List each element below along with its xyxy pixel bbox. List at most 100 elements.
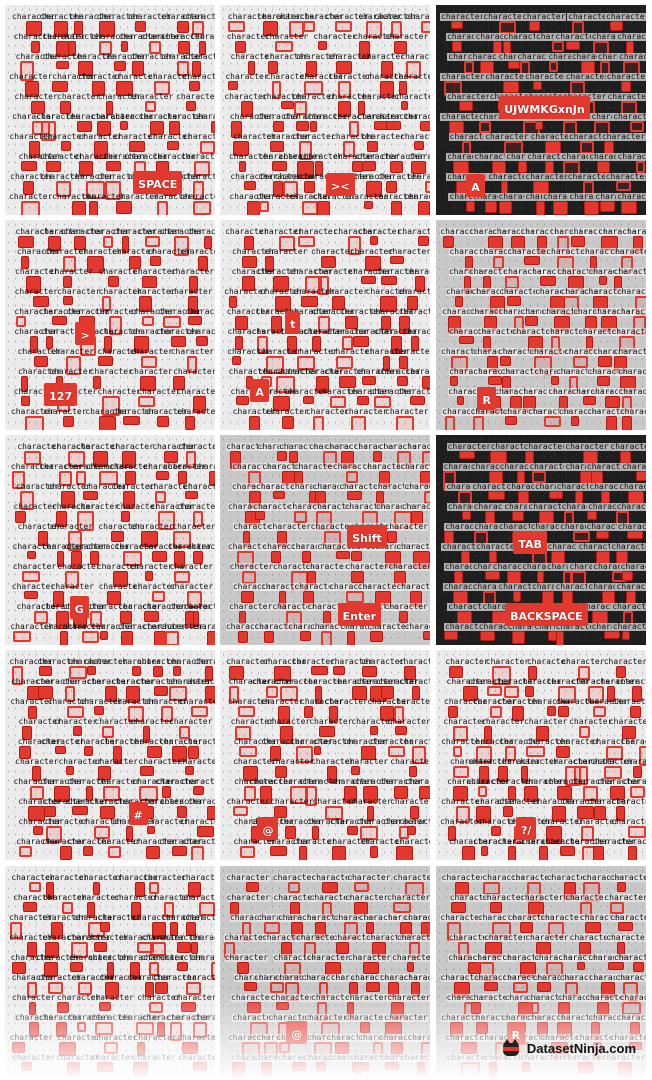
annotation-label: character: [311, 307, 355, 316]
annotation-label: character: [270, 757, 315, 766]
annotation-label: character: [270, 797, 314, 806]
annotation-label: character: [98, 327, 143, 336]
character-box: [238, 746, 257, 758]
character-box: [320, 256, 337, 268]
annotation-label: character: [350, 172, 394, 181]
character-box: [566, 41, 580, 50]
character-box: [423, 491, 430, 504]
character-box: [148, 962, 160, 976]
annotation-label: character: [443, 622, 490, 631]
annotation-label: character: [471, 287, 515, 296]
annotation-label: character: [375, 502, 420, 511]
annotation-label: character: [449, 367, 493, 376]
character-box: [83, 846, 93, 856]
annotation-label: character: [118, 933, 162, 942]
character-box: [448, 666, 464, 679]
character-box: [629, 121, 644, 132]
character-box: [299, 141, 312, 160]
annotation-label: character: [224, 92, 268, 101]
character-box: [145, 101, 156, 113]
character-box: [546, 826, 562, 844]
annotation-label: character: [156, 327, 200, 336]
annotation-label: character: [10, 172, 54, 181]
character-box: [452, 746, 463, 758]
character-box: [347, 631, 356, 645]
character-box: [354, 882, 369, 893]
character-box: [598, 276, 608, 285]
annotation-label: character: [484, 933, 528, 942]
annotation-label: character: [296, 52, 340, 61]
character-box: [238, 161, 247, 173]
keycap-annotation: TAB: [513, 530, 547, 554]
annotation-label: character: [148, 132, 192, 141]
character-box: [237, 631, 249, 643]
character-box: [47, 236, 61, 252]
character-box: [120, 121, 128, 131]
annotation-label: character: [362, 462, 406, 471]
character-box: [199, 141, 215, 154]
annotation-label: character: [11, 1053, 56, 1062]
annotation-label: character: [559, 973, 603, 982]
annotation-label: character: [18, 152, 62, 161]
character-box: [310, 121, 318, 133]
annotation-label: character: [232, 462, 276, 471]
character-box: [54, 21, 69, 38]
character-box: [478, 766, 490, 784]
character-box: [172, 666, 182, 676]
annotation-label: character: [74, 152, 119, 161]
annotation-label: character: [580, 602, 626, 611]
annotation-label: character: [85, 933, 129, 942]
annotation-label: character: [489, 442, 535, 451]
annotation-label: character: [313, 32, 357, 41]
annotation-label: character: [264, 52, 309, 61]
annotation-label: character: [78, 72, 122, 81]
annotation-label: character: [98, 522, 142, 531]
annotation-label: character: [404, 483, 430, 491]
character-box: [411, 746, 427, 765]
character-box: [636, 471, 646, 482]
character-box: [394, 706, 404, 724]
character-box: [472, 416, 485, 430]
character-box: [205, 686, 215, 703]
keycap-text: t: [290, 317, 296, 331]
character-box: [206, 806, 215, 821]
character-box: [105, 101, 113, 116]
annotation-label: character: [13, 387, 58, 396]
character-box: [316, 1062, 327, 1072]
annotation-label: character: [332, 112, 376, 121]
character-box: [189, 81, 200, 92]
annotation-label: character: [110, 442, 154, 451]
character-box: [362, 161, 377, 172]
annotation-label: character: [176, 387, 215, 396]
character-box: [404, 666, 417, 680]
character-box: [192, 786, 204, 795]
annotation-label: character: [90, 32, 135, 41]
character-box: [22, 181, 34, 196]
annotation-label: character: [173, 367, 215, 376]
character-box: [240, 101, 253, 117]
annotation-label: character: [440, 12, 486, 21]
character-box: [484, 982, 499, 991]
annotation-label: character: [399, 1054, 430, 1062]
annotation-label: character: [565, 893, 609, 902]
character-box: [605, 396, 620, 409]
annotation-label: character: [16, 837, 60, 846]
character-box: [421, 376, 430, 389]
character-box: [131, 61, 145, 76]
character-box: [177, 21, 189, 34]
annotation-label: character: [590, 387, 634, 396]
character-box: [134, 336, 150, 354]
character-box: [70, 962, 83, 972]
annotation-label: character: [111, 677, 155, 686]
character-box: [187, 882, 202, 897]
character-box: [616, 882, 626, 893]
annotation-label: character: [39, 152, 84, 161]
annotation-label: character: [447, 777, 491, 786]
character-box: [130, 962, 141, 980]
character-box: [477, 786, 488, 798]
annotation-label: character: [403, 914, 430, 922]
annotation-label: character: [397, 227, 430, 236]
character-box: [190, 706, 208, 718]
annotation-label: character: [145, 817, 189, 826]
